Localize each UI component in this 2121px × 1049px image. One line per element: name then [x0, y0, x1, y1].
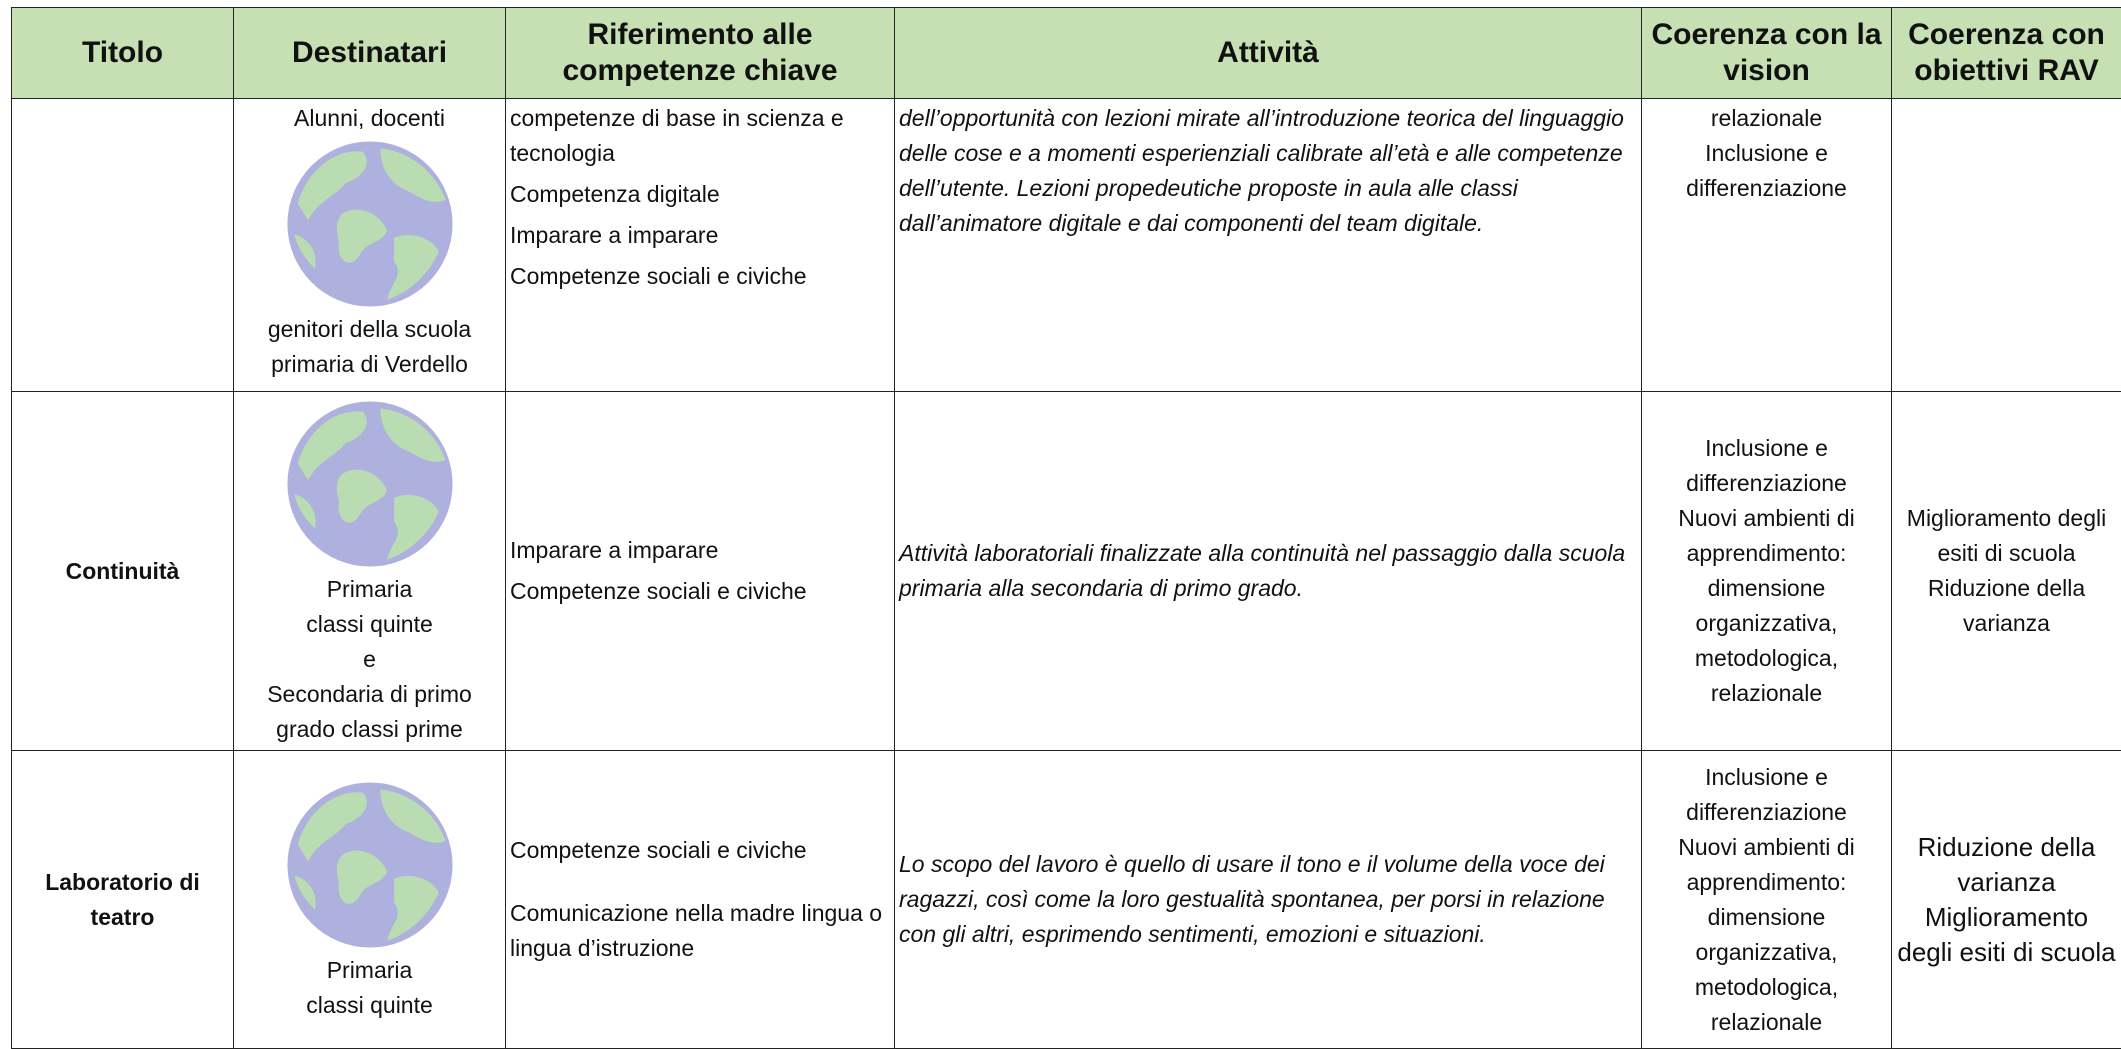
titolo-cell [12, 99, 234, 392]
cell-text: Competenze sociali e civiche [510, 259, 890, 294]
competenze-cell: competenze di base in scienza e tecnolog… [506, 99, 895, 392]
cell-text: Miglioramento degli esiti di scuola [1896, 900, 2117, 970]
cell-text: classi quinte [238, 607, 501, 642]
cell-text: Competenze sociali e civiche [510, 574, 890, 609]
column-header: Attività [895, 8, 1642, 99]
column-header: Titolo [12, 8, 234, 99]
cell-text: Competenze sociali e civiche [510, 833, 890, 868]
cell-text: Miglioramento degli esiti di scuola [1896, 501, 2117, 571]
cell-text: Nuovi ambienti di apprendimento: dimensi… [1646, 830, 1887, 1040]
column-header: Coerenza con la vision [1642, 8, 1892, 99]
globe-icon [284, 398, 456, 570]
cell-text: e [238, 642, 501, 677]
column-header: Destinatari [234, 8, 506, 99]
globe-image [238, 138, 501, 310]
cell-text: relazionale [1646, 101, 1887, 136]
column-header: Coerenza con obiettivi RAV [1892, 8, 2121, 99]
competenze-cell: Competenze sociali e civiche Comunicazion… [506, 751, 895, 1049]
rav-cell [1892, 99, 2121, 392]
titolo-cell: Continuità [12, 392, 234, 751]
cell-text: Alunni, docenti [238, 101, 501, 136]
cell-text: Comunicazione nella madre lingua o lingu… [510, 896, 890, 966]
table-body: Alunni, docenti genitori della scuola pri… [12, 99, 2121, 1049]
cell-text: genitori della scuola primaria di Verdel… [238, 312, 501, 382]
cell-text: Inclusione e differenziazione [1646, 136, 1887, 206]
cell-text: Imparare a imparare [510, 218, 890, 253]
globe-icon [284, 138, 456, 310]
globe-image [238, 398, 501, 570]
cell-text: Riduzione della varianza [1896, 571, 2117, 641]
cell-text: dell’opportunità con lezioni mirate all’… [899, 101, 1637, 241]
attivita-cell: Attività laboratoriali finalizzate alla … [895, 392, 1642, 751]
attivita-cell: Lo scopo del lavoro è quello di usare il… [895, 751, 1642, 1049]
cell-text: classi quinte [238, 988, 501, 1023]
titolo-cell: Laboratorio di teatro [12, 751, 234, 1049]
cell-text: competenze di base in scienza e tecnolog… [510, 101, 890, 171]
cell-text: Lo scopo del lavoro è quello di usare il… [899, 847, 1637, 952]
cell-text: Secondaria di primo grado classi prime [238, 677, 501, 747]
cell-text: Nuovi ambienti di apprendimento: dimensi… [1646, 501, 1887, 711]
cell-text: Attività laboratoriali finalizzate alla … [899, 536, 1637, 606]
column-header: Riferimento alle competenze chiave [506, 8, 895, 99]
cell-text: Primaria [238, 953, 501, 988]
globe-image [238, 779, 501, 951]
attivita-cell: dell’opportunità con lezioni mirate all’… [895, 99, 1642, 392]
cell-text: Imparare a imparare [510, 533, 890, 568]
globe-icon [284, 779, 456, 951]
cell-text: Riduzione della varianza [1896, 830, 2117, 900]
cell-text: Inclusione e differenziazione [1646, 760, 1887, 830]
destinatari-cell: Alunni, docenti genitori della scuola pri… [234, 99, 506, 392]
competenze-cell: Imparare a imparare Competenze sociali e … [506, 392, 895, 751]
cell-text: Primaria [238, 572, 501, 607]
cell-text: Inclusione e differenziazione [1646, 431, 1887, 501]
table-row: Alunni, docenti genitori della scuola pri… [12, 99, 2121, 392]
cell-text: Competenza digitale [510, 177, 890, 212]
